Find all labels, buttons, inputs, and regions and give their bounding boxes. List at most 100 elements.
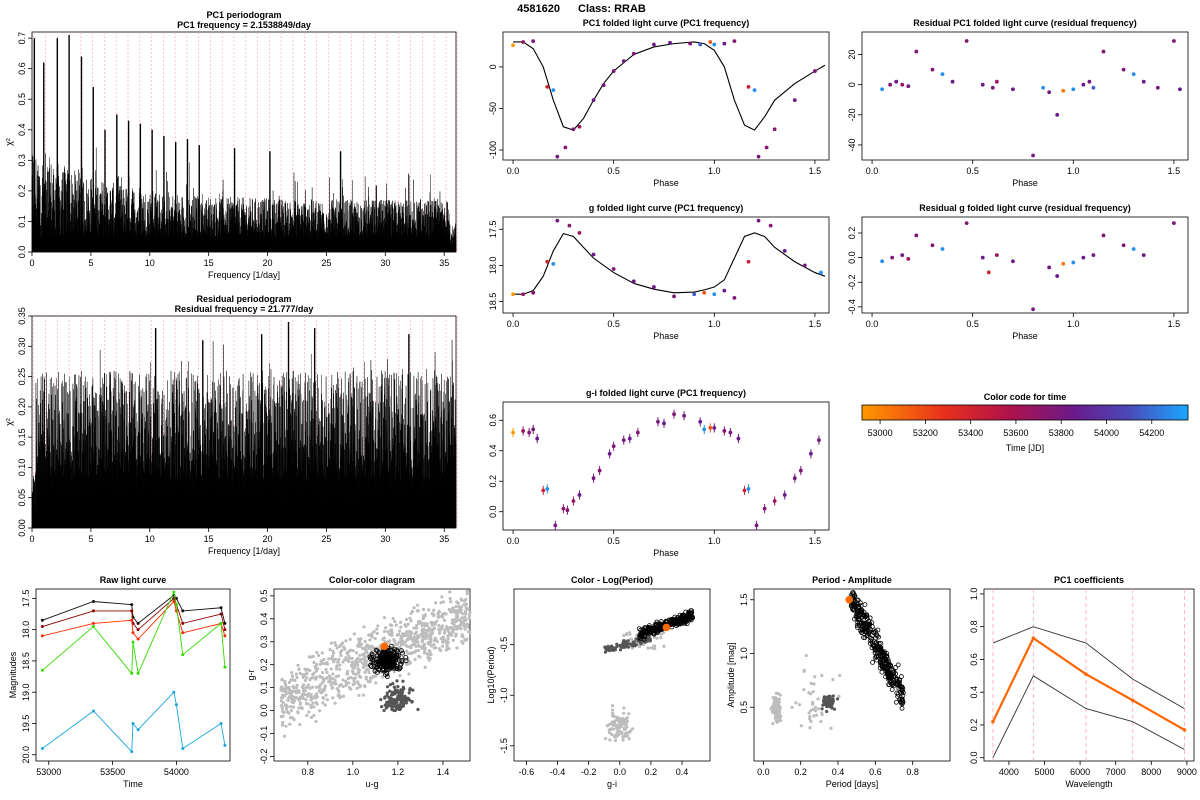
background-star (394, 623, 398, 627)
rrab-star (899, 684, 905, 690)
rrab-star (386, 667, 392, 673)
background-star (332, 681, 336, 685)
background-star (307, 655, 311, 659)
background-star (346, 677, 350, 681)
light-curve-point (219, 606, 223, 610)
background-star (398, 620, 403, 624)
y-tick-label: 0 (488, 64, 498, 69)
plot-frame (861, 31, 1189, 161)
background-star (811, 707, 815, 712)
rrab-star (855, 601, 861, 607)
data-point (742, 488, 747, 493)
background-star (346, 658, 350, 662)
background-star (405, 637, 409, 642)
rrc-star (389, 696, 393, 700)
x-tick-label: 0.5 (966, 166, 979, 176)
y-tick-label: 0.7 (17, 32, 27, 45)
coefficient-point (1031, 636, 1036, 640)
data-point (950, 79, 955, 84)
background-star (460, 616, 464, 620)
rrc-star (824, 695, 829, 699)
plot-frame (983, 588, 1195, 762)
background-star (312, 660, 316, 665)
data-point (980, 82, 985, 87)
background-star (282, 734, 287, 738)
model-curve (513, 232, 826, 295)
background-star (331, 696, 335, 700)
background-star (394, 642, 398, 646)
rrab-star (852, 601, 858, 607)
background-star (464, 597, 468, 602)
background-star (405, 630, 409, 634)
x-tick-label: 30 (380, 258, 390, 268)
background-star (425, 630, 429, 634)
data-point (819, 270, 823, 275)
y-tick-label: 0.8 (969, 620, 979, 633)
data-point (571, 127, 576, 132)
background-star (440, 644, 445, 648)
background-star (610, 703, 615, 708)
x-tick-label: 0.0 (866, 166, 879, 176)
background-star (328, 648, 332, 652)
background-star (316, 653, 321, 658)
background-star (448, 609, 452, 614)
rrc-star (392, 685, 396, 689)
rrab-star (867, 641, 873, 646)
background-star (314, 669, 319, 673)
rrab-star (369, 651, 375, 657)
rrc-star (393, 701, 397, 705)
background-star (415, 623, 419, 627)
background-star (305, 676, 309, 680)
rrab-star (672, 620, 678, 626)
data-point (702, 427, 707, 432)
light-curve-line (42, 597, 226, 631)
background-star (443, 611, 447, 616)
data-point (746, 259, 751, 264)
rrab-star (650, 628, 656, 634)
rrc-star (634, 643, 638, 647)
light-curve-line (42, 590, 226, 676)
background-star (415, 609, 420, 613)
background-star (449, 600, 453, 604)
panel-coef: PC1 coefficients 4000 5000 6000 7000 8000 9000… (969, 575, 1197, 789)
light-curve-point (130, 618, 134, 622)
background-star (295, 683, 299, 688)
background-star (446, 636, 450, 641)
data-point (732, 39, 737, 44)
rrab-star (688, 610, 694, 616)
background-star (309, 705, 313, 709)
background-star (649, 646, 653, 650)
background-star (455, 616, 459, 620)
rrc-star (825, 702, 829, 706)
light-curve-point (136, 621, 140, 625)
y-axis-label: χ² (4, 138, 14, 146)
background-star (621, 735, 625, 739)
background-star (337, 667, 342, 671)
background-star (294, 689, 298, 693)
background-star (336, 660, 340, 664)
background-star (466, 623, 470, 627)
y-tick-label: 0.35 (17, 307, 27, 325)
rrc-star (416, 707, 420, 712)
background-star (348, 686, 352, 690)
y-tick-label: 0.2 (969, 719, 979, 732)
background-star (303, 689, 307, 693)
rrab-star (857, 620, 862, 625)
background-star (322, 696, 326, 700)
data-point (591, 252, 596, 257)
rrc-star (831, 694, 835, 698)
class-label: Class: RRAB (578, 3, 646, 15)
background-star (413, 657, 417, 662)
background-star (421, 638, 425, 642)
background-star (808, 717, 812, 721)
light-curve-point (40, 668, 44, 672)
background-star (627, 737, 631, 741)
background-star (451, 606, 455, 610)
background-star (406, 634, 410, 638)
background-star (771, 696, 775, 700)
rrc-star (618, 648, 623, 652)
background-star (361, 693, 366, 697)
background-star (300, 695, 304, 699)
background-star (622, 719, 626, 724)
background-star (344, 683, 348, 688)
